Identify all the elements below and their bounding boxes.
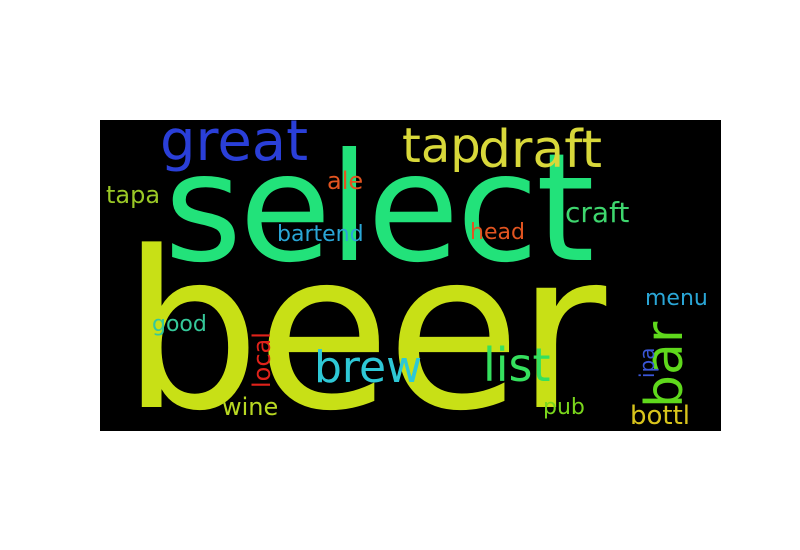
word-list: list	[483, 338, 551, 392]
word-bottl: bottl	[630, 401, 691, 431]
word-menu: menu	[645, 286, 708, 311]
word-ale: ale	[327, 167, 364, 195]
word-wine: wine	[222, 393, 279, 421]
word-beer: beer	[122, 206, 606, 432]
word-tap: tap	[402, 120, 481, 174]
word-local: local	[248, 332, 276, 388]
word-brew: brew	[314, 342, 423, 393]
word-great: great	[160, 120, 309, 174]
word-pub: pub	[543, 395, 585, 420]
word-good: good	[152, 312, 207, 337]
word-head: head	[470, 220, 525, 245]
word-craft: craft	[565, 196, 630, 229]
word-draft: draft	[478, 120, 603, 180]
word-ipa: ipa	[635, 347, 659, 378]
word-bartend: bartend	[277, 222, 364, 247]
word-tapa: tapa	[106, 181, 161, 209]
word-select: select	[164, 122, 595, 296]
word-cloud: beer select great tap draft bar list bre…	[100, 120, 721, 431]
